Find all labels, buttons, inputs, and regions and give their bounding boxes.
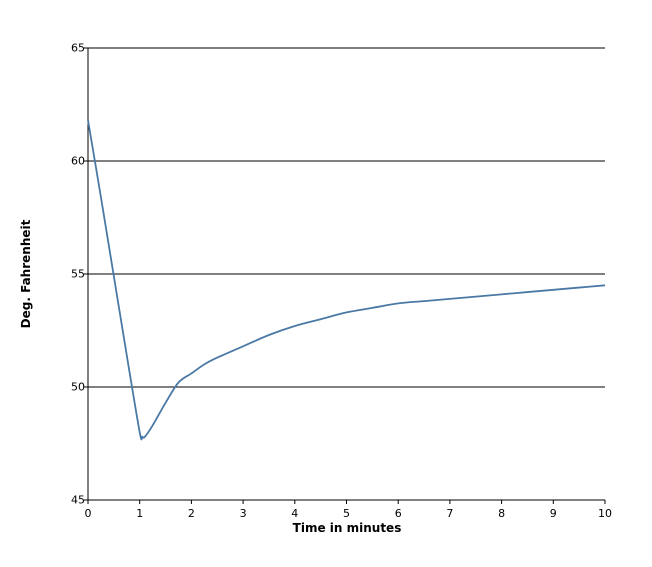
axes [84,47,606,504]
x-tick-label: 8 [498,507,505,520]
x-tick-label: 5 [343,507,350,520]
y-tick-label: 65 [71,42,85,55]
x-tick-label: 9 [550,507,557,520]
y-tick-label: 60 [71,155,85,168]
y-tick-label: 50 [71,381,85,394]
y-tick-label: 55 [71,268,85,281]
x-tick-label: 3 [240,507,247,520]
series-line-0 [87,120,606,441]
gridlines [88,47,605,388]
x-tick-label: 6 [395,507,402,520]
x-tick-label: 2 [188,507,195,520]
x-tick-label: 7 [446,507,453,520]
x-tick-label: 4 [291,507,298,520]
x-axis-title: Time in minutes [293,521,402,535]
x-tick-label: 0 [85,507,92,520]
y-tick-label: 45 [71,494,85,507]
x-tick-label: 1 [136,507,143,520]
series-lines [87,120,606,441]
y-axis-title: Deg. Fahrenheit [19,219,33,328]
x-tick-label: 10 [598,507,612,520]
